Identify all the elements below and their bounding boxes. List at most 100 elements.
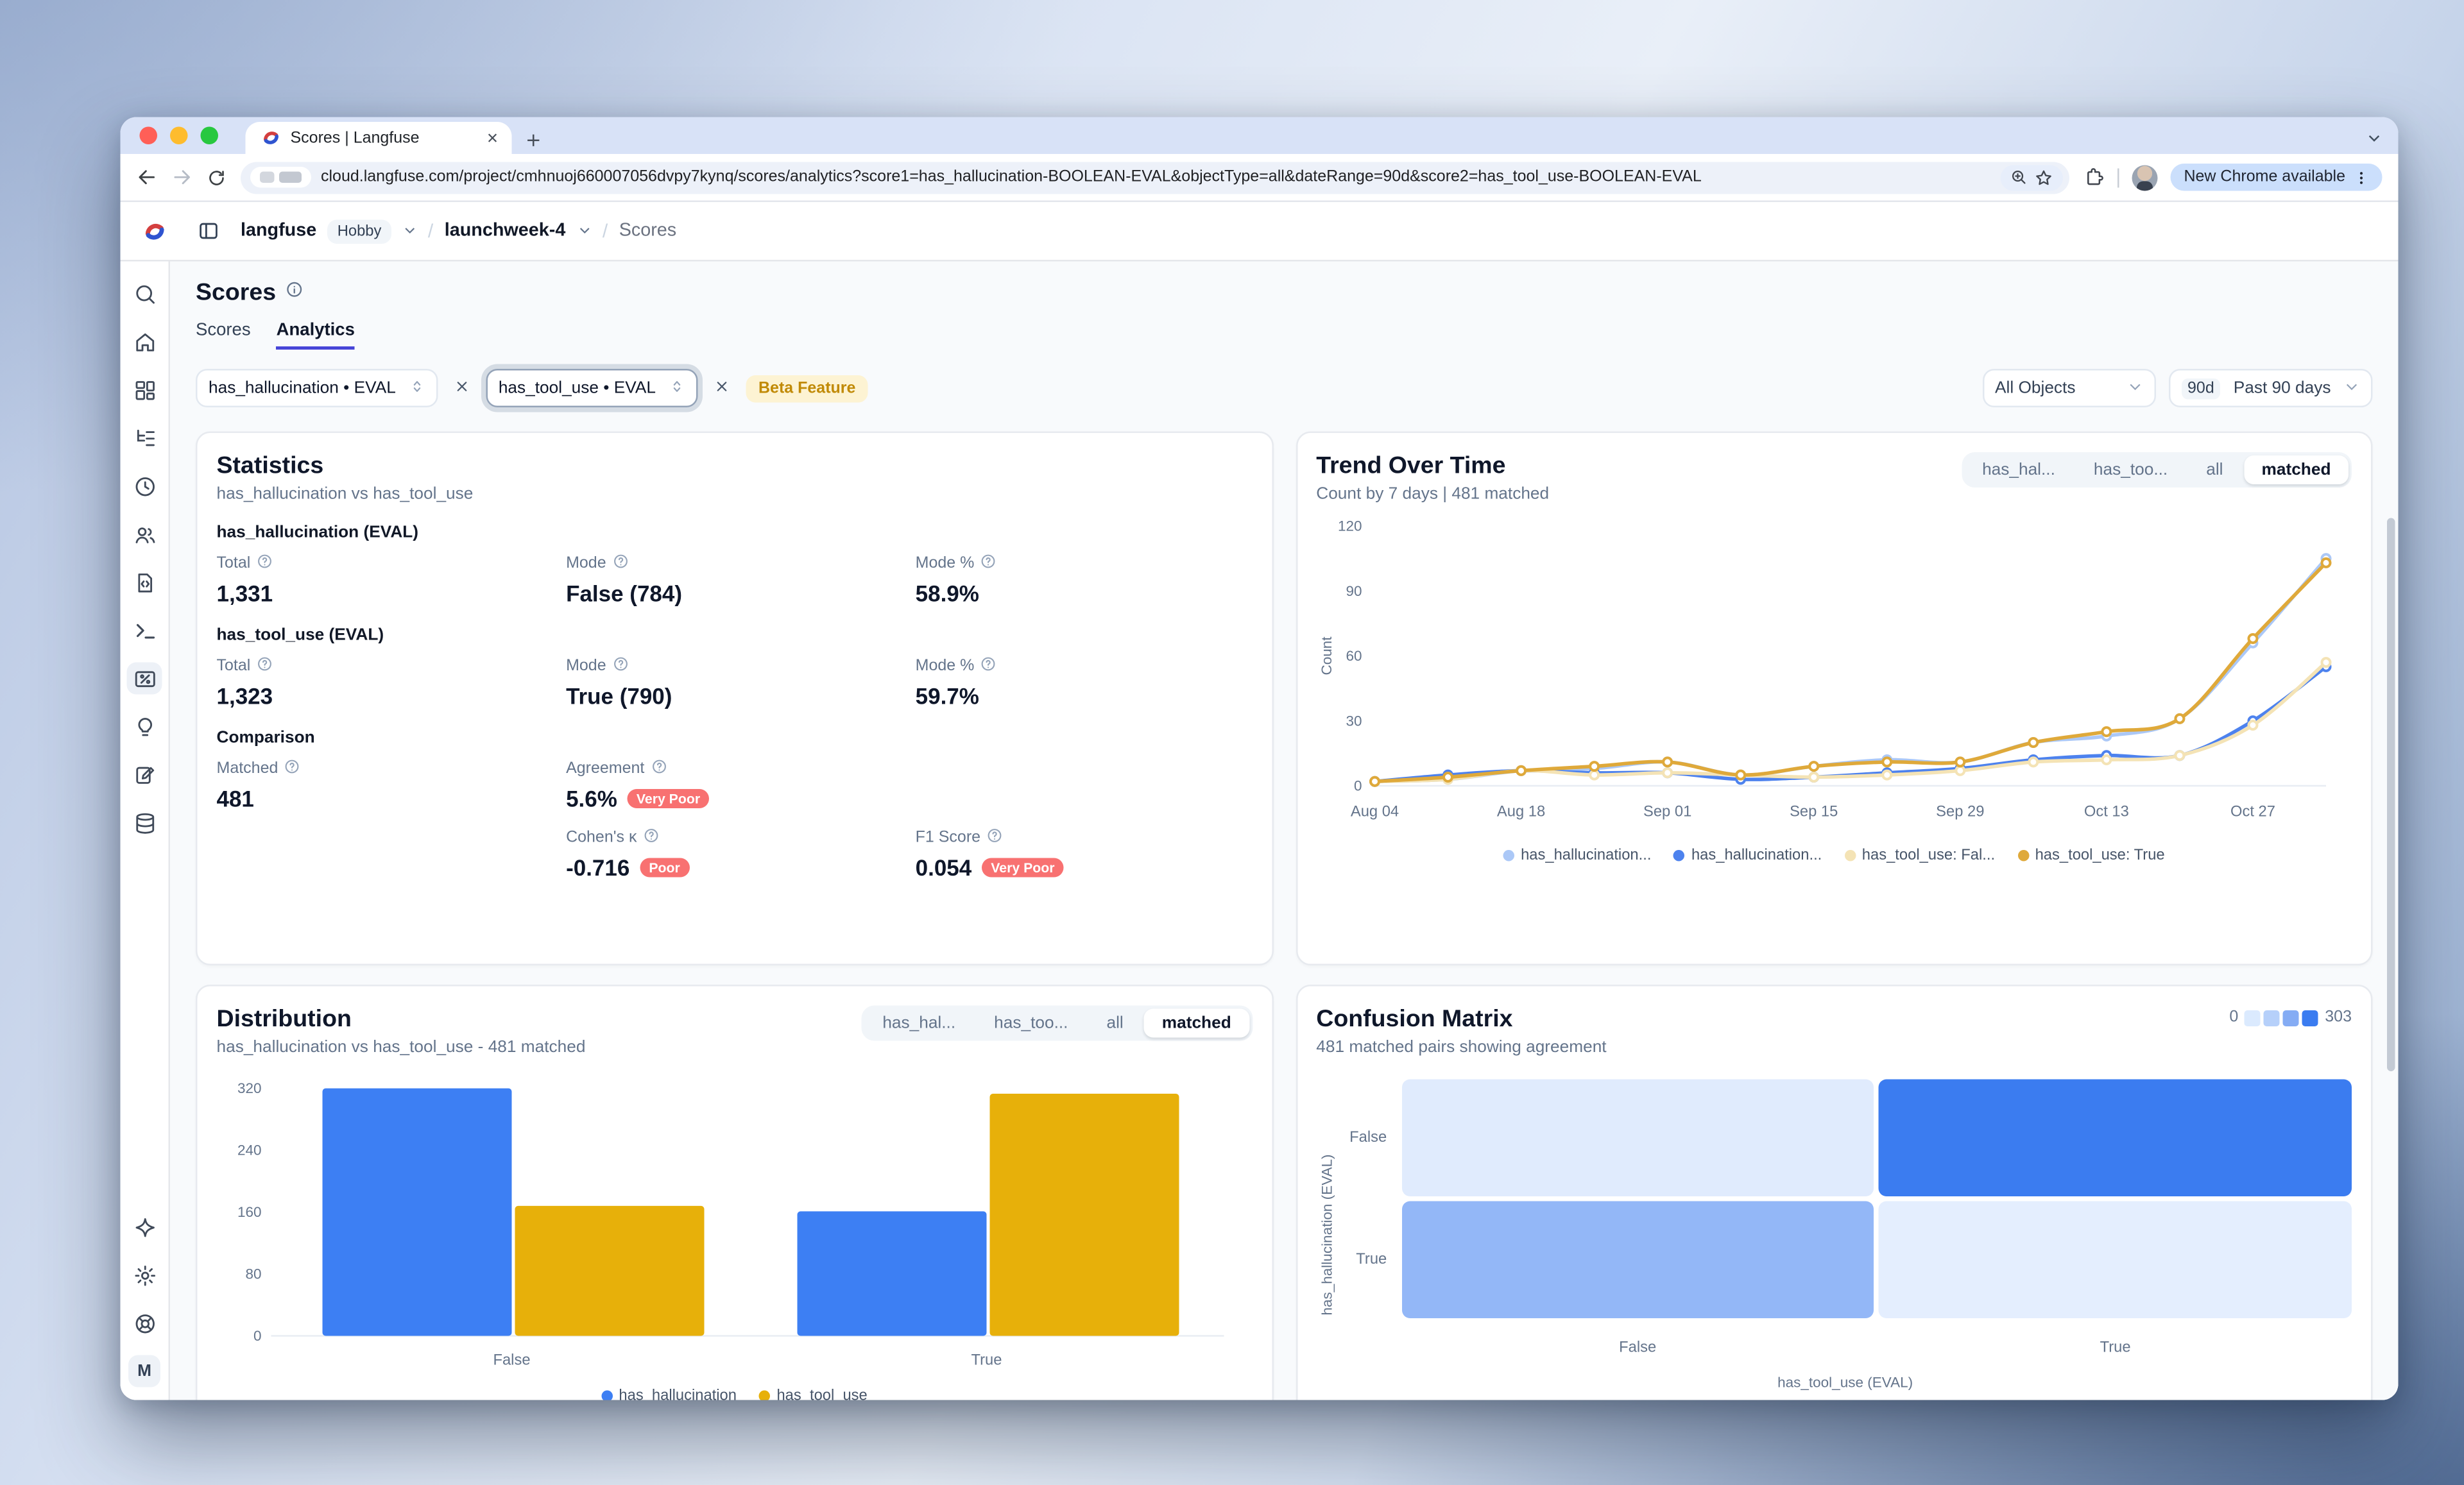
browser-tab-strip: Scores | Langfuse bbox=[120, 117, 2399, 155]
tracing-icon[interactable] bbox=[127, 422, 162, 454]
extensions-puzzle-icon[interactable] bbox=[2084, 167, 2105, 188]
breadcrumb-separator: / bbox=[427, 219, 434, 242]
settings-gear-icon[interactable] bbox=[127, 1259, 162, 1291]
datasets-icon[interactable] bbox=[127, 807, 162, 839]
tab-search-chevron-icon[interactable] bbox=[2366, 125, 2383, 154]
prompts-icon[interactable] bbox=[127, 566, 162, 598]
browser-profile-avatar[interactable] bbox=[2132, 164, 2159, 191]
tab-has-too[interactable]: has_too... bbox=[2093, 460, 2168, 480]
help-icon[interactable] bbox=[980, 656, 997, 677]
tab-matched[interactable]: matched bbox=[1144, 1008, 1249, 1038]
project-chevron-down-icon[interactable] bbox=[577, 217, 592, 246]
confusion-matrix-card: Confusion Matrix 481 matched pairs showi… bbox=[1295, 985, 2373, 1400]
help-icon[interactable] bbox=[980, 554, 997, 575]
users-icon[interactable] bbox=[127, 518, 162, 550]
confusion-y-axis-label: has_hallucination (EVAL) bbox=[1319, 1154, 1336, 1316]
scale-max: 303 bbox=[2325, 1008, 2352, 1027]
svg-text:30: 30 bbox=[1345, 713, 1361, 729]
zoom-in-icon[interactable] bbox=[2010, 169, 2028, 187]
reload-icon[interactable] bbox=[207, 167, 227, 187]
score1-select[interactable]: has_hallucination • EVAL bbox=[196, 369, 438, 407]
chevron-down-icon bbox=[2344, 378, 2360, 399]
legend-item: has_hallucination... bbox=[1673, 847, 1822, 865]
url-bar[interactable]: cloud.langfuse.com/project/cmhnuoj660007… bbox=[241, 161, 2070, 194]
legend-item: has_tool_use: Fal... bbox=[1844, 847, 1995, 865]
back-icon[interactable] bbox=[137, 167, 158, 188]
help-icon[interactable] bbox=[257, 554, 273, 575]
legend-dot bbox=[1844, 850, 1856, 861]
forward-icon[interactable] bbox=[172, 167, 193, 188]
tab-has-hal[interactable]: has_hal... bbox=[882, 1014, 956, 1033]
beta-feature-badge: Beta Feature bbox=[745, 374, 869, 402]
zoom-window-button[interactable] bbox=[200, 126, 218, 144]
legend-item: has_hallucination... bbox=[1503, 847, 1651, 865]
minimize-window-button[interactable] bbox=[170, 126, 188, 144]
playground-icon[interactable] bbox=[127, 615, 162, 647]
updown-chevrons-icon bbox=[409, 378, 425, 399]
ask-ai-sparkle-icon[interactable] bbox=[127, 1211, 162, 1243]
metric-mode-pct: Mode % 59.7% bbox=[916, 656, 1253, 709]
date-range-select[interactable]: 90d Past 90 days bbox=[2168, 369, 2373, 407]
help-icon[interactable] bbox=[987, 827, 1003, 849]
evaluators-icon[interactable] bbox=[127, 711, 162, 743]
updown-chevrons-icon bbox=[669, 378, 685, 399]
org-chevron-down-icon[interactable] bbox=[402, 217, 417, 246]
close-window-button[interactable] bbox=[139, 126, 157, 144]
help-icon[interactable] bbox=[643, 827, 659, 849]
annotation-icon[interactable] bbox=[127, 759, 162, 791]
distribution-subtitle: has_hallucination vs has_tool_use - 481 … bbox=[216, 1037, 586, 1057]
kebab-menu-icon[interactable] bbox=[2354, 169, 2370, 185]
tab-close-icon[interactable] bbox=[486, 132, 499, 144]
support-lifebuoy-icon[interactable] bbox=[127, 1307, 162, 1339]
plan-badge: Hobby bbox=[327, 219, 391, 243]
page-scrollbar-thumb[interactable] bbox=[2387, 518, 2395, 1071]
legend-dot bbox=[601, 1390, 613, 1400]
help-icon[interactable] bbox=[613, 656, 629, 677]
matrix-row-label: False bbox=[1349, 1129, 1387, 1147]
svg-text:Sep 01: Sep 01 bbox=[1643, 803, 1691, 820]
browser-tab[interactable]: Scores | Langfuse bbox=[245, 122, 512, 154]
object-type-select[interactable]: All Objects bbox=[1982, 369, 2156, 407]
svg-text:320: 320 bbox=[237, 1080, 262, 1096]
sessions-icon[interactable] bbox=[127, 470, 162, 502]
metric-f1: F1 Score 0.054 Very Poor bbox=[916, 827, 1253, 881]
svg-text:Aug 18: Aug 18 bbox=[1496, 803, 1544, 820]
trend-title: Trend Over Time bbox=[1316, 452, 1506, 480]
bookmark-star-icon[interactable] bbox=[2035, 167, 2054, 187]
tab-scores[interactable]: Scores bbox=[196, 321, 251, 340]
metric-agreement: Agreement 5.6% Very Poor bbox=[566, 759, 903, 811]
info-icon[interactable] bbox=[286, 278, 304, 307]
new-tab-button[interactable] bbox=[525, 132, 543, 149]
help-icon[interactable] bbox=[651, 759, 667, 780]
dashboards-icon[interactable] bbox=[127, 374, 162, 406]
remove-score2-icon[interactable] bbox=[710, 371, 733, 406]
help-icon[interactable] bbox=[257, 656, 273, 677]
remove-score1-icon[interactable] bbox=[450, 371, 473, 406]
tab-has-too[interactable]: has_too... bbox=[994, 1014, 1068, 1033]
sidebar-toggle-icon[interactable] bbox=[198, 220, 220, 242]
trend-subtitle: Count by 7 days | 481 matched bbox=[1316, 484, 1550, 504]
tab-analytics[interactable]: Analytics bbox=[276, 321, 355, 350]
help-icon[interactable] bbox=[284, 759, 300, 780]
browser-window: Scores | Langfuse cloud.langfuse.com/pro… bbox=[120, 117, 2399, 1400]
chrome-update-pill[interactable]: New Chrome available bbox=[2171, 164, 2383, 191]
breadcrumb-org[interactable]: langfuse bbox=[241, 221, 317, 241]
tab-has-hal[interactable]: has_hal... bbox=[1982, 460, 2055, 480]
tab-all[interactable]: all bbox=[1106, 1014, 1124, 1033]
svg-text:Count: Count bbox=[1318, 636, 1334, 675]
scale-swatch bbox=[2264, 1009, 2280, 1026]
help-icon[interactable] bbox=[613, 554, 629, 575]
home-icon[interactable] bbox=[127, 326, 162, 358]
rating-badge: Very Poor bbox=[981, 857, 1065, 878]
scores-icon[interactable] bbox=[126, 662, 162, 695]
score2-select[interactable]: has_tool_use • EVAL bbox=[485, 369, 697, 407]
breadcrumb-project[interactable]: launchweek-4 bbox=[444, 221, 566, 241]
svg-text:Aug 04: Aug 04 bbox=[1350, 803, 1398, 820]
tab-all[interactable]: all bbox=[2206, 460, 2223, 480]
user-avatar[interactable]: M bbox=[128, 1355, 160, 1387]
window-controls bbox=[121, 117, 238, 155]
search-icon[interactable] bbox=[127, 278, 162, 310]
svg-text:False: False bbox=[493, 1352, 530, 1369]
tab-matched[interactable]: matched bbox=[2244, 455, 2348, 484]
page-title: Scores bbox=[196, 278, 277, 306]
